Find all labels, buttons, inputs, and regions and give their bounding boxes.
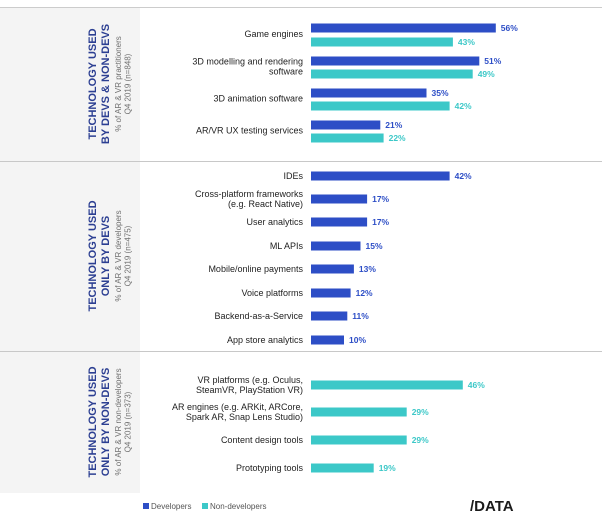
category-label: 3D animation software (213, 94, 303, 104)
panel-sidebar (0, 8, 140, 161)
category-label: AR/VR UX testing services (196, 126, 304, 136)
data-label: 21% (385, 120, 402, 130)
panel-heading: TECHNOLOGY USED BY DEVS & NON-DEVS% of AR… (87, 24, 133, 144)
data-label: 49% (478, 69, 495, 79)
data-label: 15% (366, 241, 383, 251)
bar-developers (311, 241, 361, 251)
data-label: 35% (432, 88, 449, 98)
panel-heading: TECHNOLOGY USED ONLY BY DEVS% of AR & VR … (87, 200, 133, 311)
category-label: (e.g. React Native) (228, 199, 303, 209)
bar-non_developers (311, 37, 453, 47)
panel-title: TECHNOLOGY USED (87, 28, 99, 139)
panel-subtitle: % of AR & VR non-developers (114, 368, 123, 475)
bar-developers (311, 288, 351, 298)
data-label: 10% (349, 335, 366, 345)
chart-panel-1: TECHNOLOGY USED BY DEVS & NON-DEVS% of AR… (0, 8, 518, 161)
bar-non_developers (311, 463, 374, 473)
category-label: IDEs (283, 171, 303, 181)
category-label: Cross-platform frameworks (195, 189, 304, 199)
legend-swatch-developers (143, 503, 149, 509)
panel-sidebar (0, 352, 140, 493)
panel-title: TECHNOLOGY USED (87, 200, 99, 311)
data-label: 22% (389, 133, 406, 143)
panel-title: ONLY BY NON-DEVS (100, 368, 112, 477)
data-label: 29% (412, 407, 429, 417)
bar-developers (311, 88, 427, 98)
panel-title: TECHNOLOGY USED (87, 366, 99, 477)
data-label: 56% (501, 23, 518, 33)
panel-title: BY DEVS & NON-DEVS (100, 24, 112, 144)
data-label: 29% (412, 435, 429, 445)
category-label: VR platforms (e.g. Oculus, (197, 375, 303, 385)
chart-panel-2: TECHNOLOGY USED ONLY BY DEVS% of AR & VR … (0, 162, 472, 351)
category-label: 3D modelling and rendering (192, 57, 303, 67)
bar-developers (311, 56, 480, 66)
data-label: 17% (372, 217, 389, 227)
category-label: ML APIs (270, 241, 304, 251)
data-label: 43% (458, 37, 475, 47)
chart-panel-3: TECHNOLOGY USED ONLY BY NON-DEVS% of AR &… (0, 352, 485, 493)
bar-non_developers (311, 69, 473, 79)
bar-non_developers (311, 133, 384, 143)
data-label: 46% (468, 380, 485, 390)
bar-developers (311, 335, 344, 345)
category-label: Game engines (244, 29, 303, 39)
legend: Developers Non-developers (143, 502, 266, 511)
data-label: 12% (356, 288, 373, 298)
data-label: 17% (372, 194, 389, 204)
panel-title: ONLY BY DEVS (100, 216, 112, 297)
category-label: Voice platforms (241, 288, 303, 298)
bar-developers (311, 120, 381, 130)
panel-subtitle: % of AR & VR developers (114, 210, 123, 301)
data-label: 13% (359, 264, 376, 274)
panel-subtitle: % of AR & VR practitioners (114, 36, 123, 132)
category-label: Backend-as-a-Service (214, 311, 303, 321)
category-label: SteamVR, PlayStation VR) (196, 385, 303, 395)
legend-label-non-developers: Non-developers (210, 502, 266, 511)
panel-heading: TECHNOLOGY USED ONLY BY NON-DEVS% of AR &… (87, 366, 133, 477)
category-label: App store analytics (227, 335, 304, 345)
bar-developers (311, 264, 354, 274)
category-label: Content design tools (221, 435, 304, 445)
panel-subtitle: Q4 2019 (n=848) (124, 53, 133, 114)
category-label: AR engines (e.g. ARKit, ARCore, (172, 402, 303, 412)
bar-non_developers (311, 101, 450, 111)
bar-developers (311, 311, 348, 321)
bar-developers (311, 171, 450, 181)
category-label: User analytics (246, 217, 303, 227)
panel-sidebar (0, 162, 140, 351)
bar-developers (311, 217, 368, 227)
data-label: 11% (352, 311, 369, 321)
data-label: 42% (455, 171, 472, 181)
bar-non_developers (311, 435, 407, 445)
panel-subtitle: Q4 2019 (n=373) (124, 391, 133, 452)
data-label: 42% (455, 101, 472, 111)
bar-developers (311, 23, 496, 33)
category-label: Prototyping tools (236, 463, 304, 473)
panel-subtitle: Q4 2019 (n=475) (124, 225, 133, 286)
bar-developers (311, 194, 368, 204)
data-label: 19% (379, 463, 396, 473)
data-label: 51% (484, 56, 501, 66)
brand-logo: /DATA (470, 498, 514, 515)
bar-non_developers (311, 380, 463, 390)
category-label: software (269, 67, 303, 77)
legend-swatch-non-developers (202, 503, 208, 509)
category-label: Spark AR, Snap Lens Studio) (186, 412, 303, 422)
bar-non_developers (311, 407, 407, 417)
category-label: Mobile/online payments (208, 264, 303, 274)
legend-label-developers: Developers (151, 502, 191, 511)
